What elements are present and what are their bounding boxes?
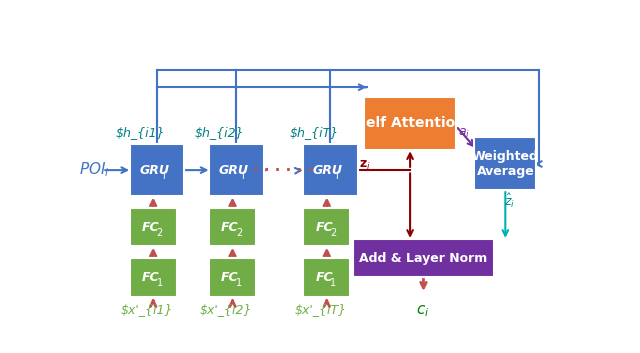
Text: · · · · · ·: · · · · · · <box>253 163 314 178</box>
Text: Self Attention: Self Attention <box>356 116 465 130</box>
Text: $x'_{i1}: $x'_{i1} <box>121 303 173 316</box>
FancyBboxPatch shape <box>364 97 456 150</box>
Text: Weighted
Average: Weighted Average <box>472 150 539 178</box>
FancyBboxPatch shape <box>209 258 256 297</box>
Text: i: i <box>335 171 339 181</box>
FancyBboxPatch shape <box>129 258 177 297</box>
Text: $\hat{z}_i$: $\hat{z}_i$ <box>504 192 515 210</box>
Text: FC: FC <box>221 271 239 284</box>
FancyBboxPatch shape <box>303 258 350 297</box>
Text: 1: 1 <box>236 279 242 288</box>
Text: GRU: GRU <box>219 163 249 176</box>
Text: FC: FC <box>142 221 159 234</box>
Text: FC: FC <box>316 271 333 284</box>
Text: $\mathbf{z}_i$: $\mathbf{z}_i$ <box>359 158 371 172</box>
FancyBboxPatch shape <box>353 239 494 277</box>
Text: $a_i$: $a_i$ <box>458 127 470 140</box>
Text: 1: 1 <box>157 279 163 288</box>
Text: $h_{i2}: $h_{i2} <box>195 126 244 139</box>
Text: 1: 1 <box>330 279 336 288</box>
Text: $h_{i1}: $h_{i1} <box>116 126 165 139</box>
Text: FC: FC <box>316 221 333 234</box>
Text: $x'_{i2}: $x'_{i2} <box>200 303 253 316</box>
Text: FC: FC <box>142 271 159 284</box>
Text: 2: 2 <box>330 228 337 238</box>
Text: i: i <box>162 171 164 181</box>
Text: i: i <box>241 171 244 181</box>
FancyBboxPatch shape <box>209 208 256 246</box>
Text: 2: 2 <box>157 228 163 238</box>
FancyBboxPatch shape <box>129 208 177 246</box>
Text: 2: 2 <box>236 228 242 238</box>
Text: $\mathit{POI_i}$: $\mathit{POI_i}$ <box>79 161 109 179</box>
FancyBboxPatch shape <box>303 208 350 246</box>
Text: GRU: GRU <box>140 163 170 176</box>
Text: FC: FC <box>221 221 239 234</box>
FancyBboxPatch shape <box>303 144 358 196</box>
FancyBboxPatch shape <box>474 137 536 191</box>
Text: Add & Layer Norm: Add & Layer Norm <box>359 252 488 265</box>
FancyBboxPatch shape <box>209 144 264 196</box>
Text: $x'_{iT}: $x'_{iT} <box>294 303 347 316</box>
Text: $h_{iT}: $h_{iT} <box>289 126 339 139</box>
FancyBboxPatch shape <box>129 144 184 196</box>
Text: $c_i$: $c_i$ <box>415 303 429 319</box>
Text: GRU: GRU <box>313 163 343 176</box>
